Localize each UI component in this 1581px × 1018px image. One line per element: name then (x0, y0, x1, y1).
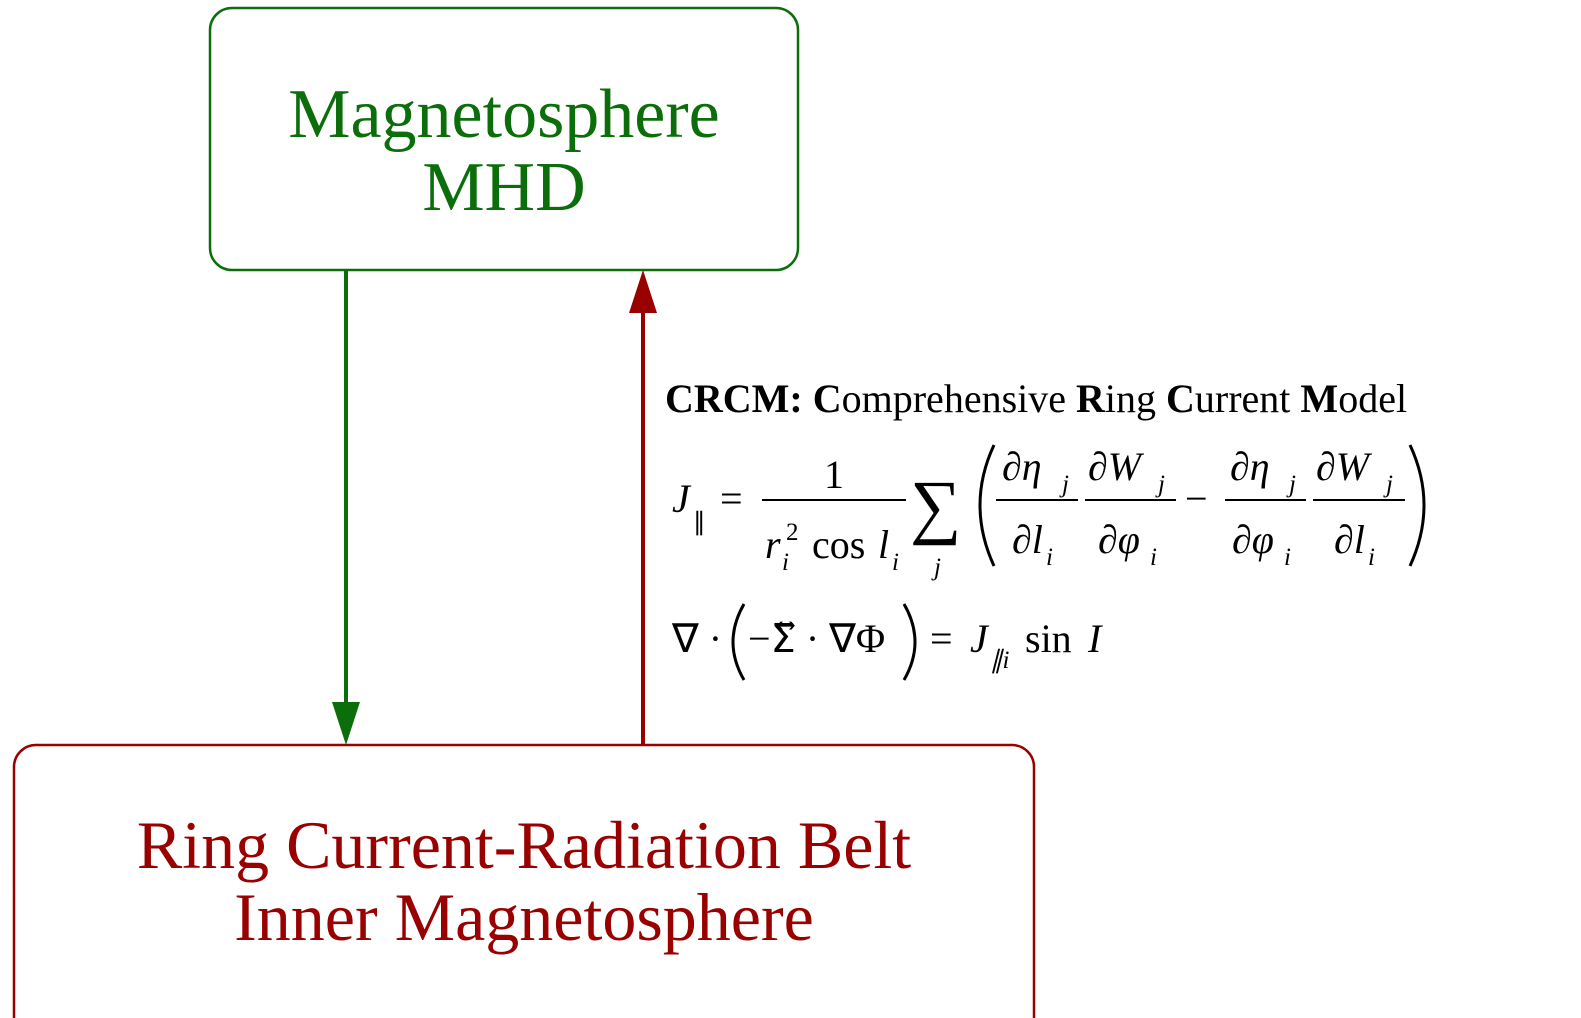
eq-token: = (930, 616, 953, 661)
title-part: C (813, 376, 842, 421)
eq-token: j (1286, 471, 1296, 498)
title-part: odel (1338, 376, 1407, 421)
eq-token: ∂φ (1098, 517, 1140, 562)
eq-token: ∥ (693, 509, 706, 536)
eq-token: J (970, 616, 990, 661)
eq-token: −Σ⃡ · ∇Φ (748, 616, 885, 661)
eq-token: j (1383, 471, 1393, 498)
box-border (208, 6, 800, 272)
ring-current-box: Ring Current-Radiation Belt Inner Magnet… (12, 743, 1036, 1018)
arrow-head (332, 702, 360, 745)
eq-token: ∥i (990, 647, 1010, 674)
magnetosphere-box: Magnetosphere MHD (208, 6, 800, 272)
eq-token: ∇ · (671, 616, 722, 661)
title-part: CRCM: (665, 376, 813, 421)
model-title: CRCM: Comprehensive Ring Current Model (665, 376, 1407, 421)
node-label: Ring Current-Radiation Belt (137, 807, 911, 883)
eq-token: ∂l (1012, 517, 1043, 562)
eq-token: l (878, 522, 889, 567)
eq-token: I (1087, 616, 1103, 661)
eq-token: 2 (786, 519, 799, 546)
title-part: M (1300, 376, 1338, 421)
eq-token: i (892, 549, 899, 576)
box-border (12, 743, 1036, 1018)
paren (978, 444, 996, 567)
equation-1: J ∥ = 1 r 2 i cos l i ∑ j − (672, 444, 1426, 581)
eq-token: i (1284, 544, 1291, 571)
eq-token: r (765, 522, 781, 567)
eq-token: 1 (824, 452, 844, 497)
up-arrow (629, 270, 657, 745)
eq-token: ∑ (910, 466, 961, 546)
eq-token: j (1059, 471, 1069, 498)
title-part: omprehensive (842, 376, 1076, 421)
eq-token: i (1150, 544, 1157, 571)
paren (1408, 444, 1426, 567)
title-part: ing (1105, 376, 1166, 421)
paren (902, 603, 917, 681)
eq-token: i (782, 549, 789, 576)
node-label: MHD (422, 149, 585, 226)
equation-terms: ∂η j∂l i∂W j∂φ i∂η j∂φ i∂W j∂l i (996, 444, 1405, 571)
arrow-head (629, 270, 657, 313)
equation-2: ∇ · −Σ⃡ · ∇Φ = J ∥i sin I (671, 603, 1103, 681)
eq-token: i (1046, 544, 1053, 571)
eq-token: j (1155, 471, 1165, 498)
eq-token: − (1185, 476, 1208, 521)
down-arrow (332, 270, 360, 745)
eq-token: ∂W (1088, 444, 1145, 489)
eq-token: ∂W (1316, 444, 1373, 489)
eq-token: cos (812, 522, 865, 567)
eq-token: i (1368, 544, 1375, 571)
paren (731, 603, 746, 681)
title-part: urrent (1195, 376, 1301, 421)
eq-token: j (931, 554, 941, 581)
eq-token: ∂η (1002, 444, 1042, 489)
eq-token: ∂η (1230, 444, 1270, 489)
node-label: Inner Magnetosphere (234, 879, 814, 955)
eq-token: ∂l (1334, 517, 1365, 562)
eq-token: ∂φ (1232, 517, 1274, 562)
title-part: R (1076, 376, 1106, 421)
eq-token: J (672, 476, 692, 521)
title-part: C (1166, 376, 1195, 421)
node-label: Magnetosphere (288, 76, 720, 153)
eq-token: sin (1025, 616, 1072, 661)
eq-token: = (720, 476, 743, 521)
